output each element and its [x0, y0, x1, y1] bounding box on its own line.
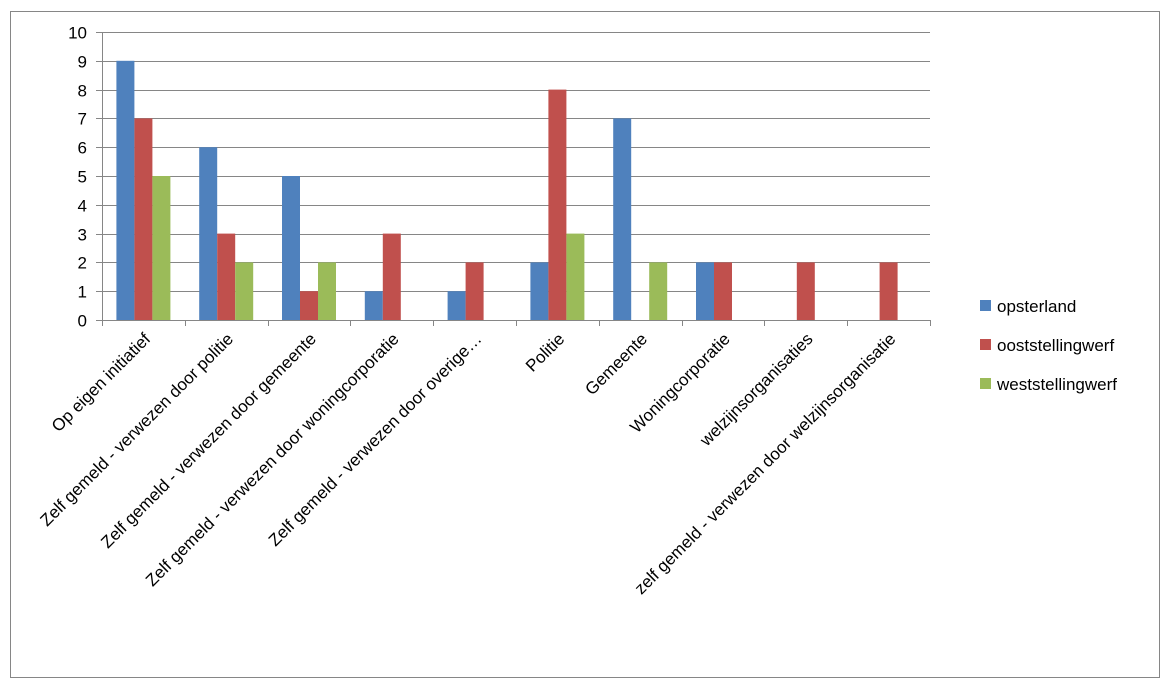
bar-ooststellingwerf	[300, 291, 318, 320]
bar-ooststellingwerf	[548, 89, 567, 320]
bar-opsterland	[116, 60, 135, 321]
bar-weststellingwerf	[318, 262, 336, 320]
y-tick-label: 6	[78, 139, 87, 158]
bars	[116, 60, 898, 321]
chart-frame	[10, 11, 1160, 678]
x-category-label: Gemeente	[581, 329, 651, 399]
y-tick-label: 4	[78, 197, 87, 216]
bar-ooststellingwerf	[217, 233, 236, 320]
y-tick-label: 1	[78, 283, 87, 302]
bar-ooststellingwerf	[796, 262, 815, 320]
y-tick-label: 3	[78, 226, 87, 245]
y-tick-label: 10	[68, 24, 87, 43]
y-tick-label: 9	[78, 53, 87, 72]
x-category-label: Politie	[522, 329, 568, 375]
legend-label-opsterland: opsterland	[997, 297, 1076, 316]
legend-label-weststellingwerf: weststellingwerf	[996, 375, 1117, 394]
legend-swatch-weststellingwerf	[980, 378, 991, 389]
bar-opsterland	[199, 147, 218, 320]
bar-weststellingwerf	[235, 262, 254, 320]
bar-opsterland	[364, 291, 383, 320]
bar-weststellingwerf	[649, 262, 668, 320]
axes	[96, 32, 931, 326]
bar-ooststellingwerf	[879, 262, 898, 320]
bar-opsterland	[447, 291, 466, 320]
legend-swatch-opsterland	[980, 300, 991, 311]
bar-opsterland	[282, 176, 300, 320]
bar-weststellingwerf	[566, 233, 585, 320]
bar-ooststellingwerf	[382, 233, 401, 320]
bar-opsterland	[613, 118, 632, 321]
legend-swatch-ooststellingwerf	[980, 339, 991, 350]
y-tick-label: 7	[78, 110, 87, 129]
bar-ooststellingwerf	[465, 262, 484, 320]
legend-label-ooststellingwerf: ooststellingwerf	[997, 336, 1114, 355]
y-tick-labels: 0 1 2 3 4 5 6 7 8 9 10	[68, 24, 87, 331]
y-tick-label: 2	[78, 254, 87, 273]
bar-weststellingwerf	[152, 176, 171, 320]
y-tick-label: 0	[78, 312, 87, 331]
y-tick-label: 8	[78, 82, 87, 101]
bar-ooststellingwerf	[714, 262, 732, 320]
legend: opsterland ooststellingwerf weststellingwe…	[980, 297, 1117, 394]
y-tick-label: 5	[78, 168, 87, 187]
bar-ooststellingwerf	[134, 118, 153, 321]
bar-opsterland	[530, 262, 549, 320]
bar-opsterland	[696, 262, 714, 320]
